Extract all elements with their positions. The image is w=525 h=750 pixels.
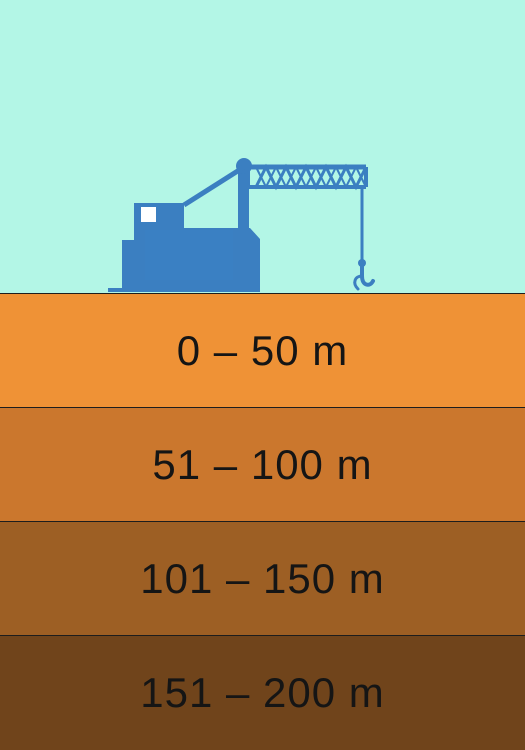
depth-option-label: 101 – 150 m <box>140 555 385 602</box>
crane-icon <box>108 158 375 292</box>
depth-option-51-100[interactable]: 51 – 100 m <box>0 407 525 522</box>
depth-option-label: 51 – 100 m <box>152 441 373 488</box>
depth-option-151-200[interactable]: 151 – 200 m <box>0 635 525 750</box>
depth-option-label: 151 – 200 m <box>140 669 385 716</box>
depth-layer-list: 0 – 50 m 51 – 100 m 101 – 150 m 151 – 20… <box>0 293 525 750</box>
depth-option-101-150[interactable]: 101 – 150 m <box>0 521 525 636</box>
sky-background <box>0 0 525 294</box>
depth-option-label: 0 – 50 m <box>176 327 349 374</box>
depth-option-0-50[interactable]: 0 – 50 m <box>0 293 525 408</box>
